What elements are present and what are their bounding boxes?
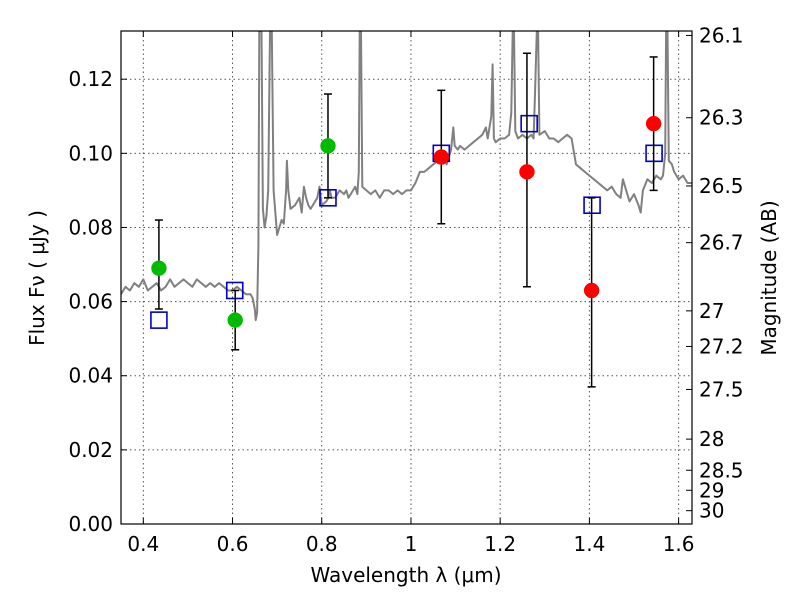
mag-tick-label: 27.5 xyxy=(699,377,744,401)
y2-axis-title: Magnitude (AB) xyxy=(757,200,781,355)
x-tick-label: 0.6 xyxy=(217,532,249,556)
mag-tick-label: 27.2 xyxy=(699,334,744,358)
x-tick-label: 1.6 xyxy=(663,532,695,556)
x-tick-label: 1.4 xyxy=(573,532,605,556)
x-tick-label: 1.2 xyxy=(484,532,516,556)
mag-tick-label: 26.5 xyxy=(699,174,744,198)
observed-nir-point xyxy=(519,164,535,180)
x-axis-title: Wavelength λ (μm) xyxy=(310,563,501,587)
y-axis-title: Flux Fν ( μJy ) xyxy=(25,210,49,346)
observed-nir-point xyxy=(645,115,662,132)
observed-optical-point xyxy=(227,312,243,328)
mag-tick-label: 26.3 xyxy=(699,106,744,130)
mag-tick-label: 26.1 xyxy=(699,23,744,47)
x-tick-label: 0.4 xyxy=(127,532,159,556)
y-tick-label: 0.12 xyxy=(68,67,113,91)
ticks: 0.4 0.6 0.8 1 1.2 1.4 1.6 0.00 0.02 0.04 0.06 0.08 0… xyxy=(68,23,743,556)
y-tick-label: 0.00 xyxy=(68,512,113,536)
mag-tick-label: 27 xyxy=(699,299,724,323)
mag-tick-label: 30 xyxy=(699,499,724,523)
y-tick-label: 0.10 xyxy=(68,141,113,165)
plot-frame xyxy=(120,30,693,525)
model-square xyxy=(520,114,538,133)
mag-tick-label: 26.7 xyxy=(699,231,744,255)
observed-nir-point xyxy=(583,282,600,299)
grid xyxy=(121,31,692,524)
y-tick-label: 0.02 xyxy=(68,438,113,462)
mag-tick-label: 28 xyxy=(699,427,724,451)
data-layer xyxy=(121,31,692,388)
mag-tick-label: 29 xyxy=(699,478,724,502)
y-tick-label: 0.06 xyxy=(68,290,113,314)
observed-optical-point xyxy=(320,138,336,154)
x-tick-label: 1 xyxy=(405,532,418,556)
spectrum-line xyxy=(121,31,692,322)
observed-optical-point xyxy=(151,260,167,276)
model-square xyxy=(150,311,168,329)
mag-tick-label: 28.5 xyxy=(699,458,744,482)
y-tick-label: 0.08 xyxy=(68,215,113,239)
observed-nir-point xyxy=(433,149,450,165)
y-tick-label: 0.04 xyxy=(68,364,113,388)
x-tick-label: 0.8 xyxy=(306,532,338,556)
